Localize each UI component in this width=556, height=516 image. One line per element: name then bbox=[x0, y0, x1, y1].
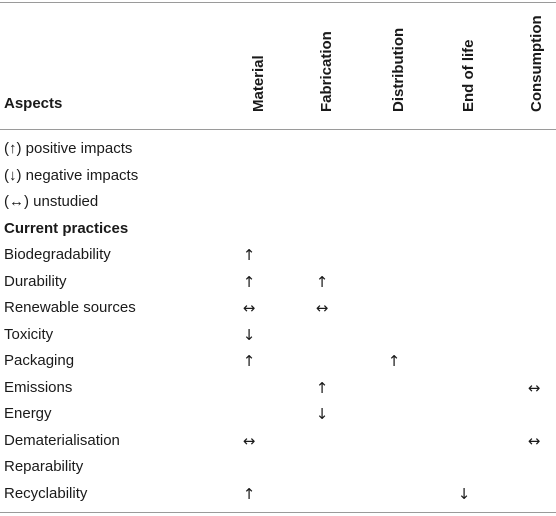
section-title: Current practices bbox=[4, 219, 129, 237]
up-arrow-icon: ↑ bbox=[242, 246, 256, 264]
row-label-toxicity: Toxicity bbox=[4, 325, 54, 343]
left-right-arrow-icon: ↔ bbox=[242, 431, 256, 450]
column-header-consumption: Consumption bbox=[528, 15, 545, 112]
legend-item: (↓) negative impacts bbox=[4, 166, 139, 184]
up-arrow-icon: ↑ bbox=[242, 352, 256, 370]
column-header-end-of-life: End of life bbox=[460, 39, 477, 113]
row-label-reparability: Reparability bbox=[4, 458, 84, 475]
row-label-emissions: Emissions bbox=[4, 378, 73, 396]
aspects-column-header: Aspects bbox=[4, 95, 63, 112]
left-right-arrow-icon: ↔ bbox=[527, 378, 541, 397]
up-arrow-icon: ↑ bbox=[242, 272, 256, 291]
header-divider-rule bbox=[0, 129, 556, 130]
row-label-recyclability: Recyclability bbox=[4, 484, 88, 502]
row-label-durability: Durability bbox=[4, 272, 67, 290]
row-label-packaging: Packaging bbox=[4, 352, 75, 369]
left-right-arrow-icon: ↔ bbox=[527, 431, 541, 450]
down-arrow-icon: ↓ bbox=[457, 484, 471, 503]
row-label-renewable-sources: Renewable sources bbox=[4, 299, 136, 316]
column-header-material: Material bbox=[250, 55, 267, 112]
row-label-dematerialisation: Dematerialisation bbox=[4, 431, 120, 449]
up-arrow-icon: ↑ bbox=[242, 484, 256, 503]
row-label-energy: Energy bbox=[4, 405, 52, 422]
legend-item: (↑) positive impacts bbox=[4, 140, 133, 157]
column-header-distribution: Distribution bbox=[390, 27, 407, 112]
up-arrow-icon: ↑ bbox=[315, 272, 329, 291]
column-header-fabrication: Fabrication bbox=[318, 31, 335, 112]
down-arrow-icon: ↓ bbox=[315, 405, 329, 423]
left-right-arrow-icon: ↔ bbox=[315, 299, 329, 317]
up-arrow-icon: ↑ bbox=[315, 378, 329, 397]
table-top-rule bbox=[0, 2, 556, 3]
table-bottom-rule bbox=[0, 512, 556, 513]
down-arrow-icon: ↓ bbox=[242, 325, 256, 344]
up-arrow-icon: ↑ bbox=[387, 352, 401, 370]
row-label-biodegradability: Biodegradability bbox=[4, 246, 111, 263]
legend-item: (↔) unstudied bbox=[4, 193, 99, 210]
left-right-arrow-icon: ↔ bbox=[242, 299, 256, 317]
